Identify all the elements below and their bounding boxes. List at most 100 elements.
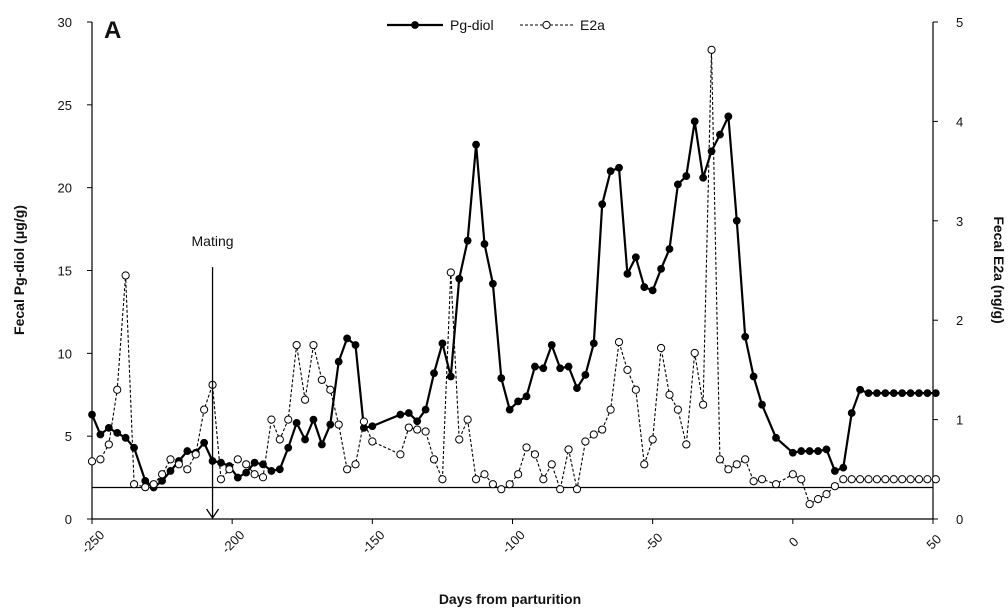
data-point xyxy=(749,372,758,381)
data-point xyxy=(130,443,138,452)
data-point xyxy=(183,447,192,455)
right-y-tick-labels: 0 1 2 3 4 5 xyxy=(933,15,963,527)
data-point xyxy=(413,425,422,434)
right-y-axis-title: Fecal E2a (ng/g) xyxy=(991,216,1007,323)
data-point xyxy=(267,415,276,424)
data-point xyxy=(309,340,318,350)
data-point xyxy=(673,180,682,189)
data-point xyxy=(113,385,122,394)
data-point xyxy=(615,163,623,172)
data-point xyxy=(242,468,251,477)
data-point xyxy=(301,435,309,444)
series-line xyxy=(91,49,936,505)
data-point xyxy=(334,420,343,429)
x-tick-label: -100 xyxy=(499,527,528,556)
left-y-tick-label: 25 xyxy=(58,98,72,113)
x-tick-label: -50 xyxy=(642,530,666,554)
data-point xyxy=(88,410,96,419)
data-point xyxy=(640,460,649,469)
data-point xyxy=(446,372,455,381)
data-point xyxy=(673,405,682,414)
data-point xyxy=(573,384,581,393)
data-point xyxy=(233,473,242,482)
data-point xyxy=(822,490,831,499)
data-point xyxy=(814,447,822,455)
data-point xyxy=(856,475,865,484)
x-tick-label: -200 xyxy=(218,527,247,556)
data-point xyxy=(300,395,310,404)
legend-item: Pg-diol xyxy=(387,17,494,33)
data-point xyxy=(404,409,413,417)
data-point xyxy=(665,390,674,399)
data-point xyxy=(530,450,540,459)
data-point xyxy=(351,460,360,469)
data-point xyxy=(430,369,438,378)
data-point xyxy=(749,477,758,486)
x-tick-label: 0 xyxy=(786,534,802,550)
data-point xyxy=(96,430,105,439)
data-point xyxy=(732,216,741,225)
right-y-tick-label: 3 xyxy=(956,214,963,229)
data-point xyxy=(359,417,369,426)
data-point xyxy=(914,475,924,484)
series-group xyxy=(87,45,940,509)
data-point xyxy=(514,397,523,406)
data-point xyxy=(581,437,590,446)
data-point xyxy=(505,480,514,489)
data-point xyxy=(258,473,268,482)
right-y-tick-label: 1 xyxy=(956,413,963,428)
data-point xyxy=(539,475,548,484)
data-point xyxy=(598,425,607,434)
data-point xyxy=(556,485,565,494)
data-point xyxy=(317,440,326,449)
data-point xyxy=(368,437,377,446)
data-point xyxy=(648,286,657,295)
data-point xyxy=(881,475,890,484)
data-point xyxy=(606,405,615,414)
data-point xyxy=(157,470,167,479)
data-point xyxy=(864,475,873,484)
data-point xyxy=(657,264,665,273)
data-point xyxy=(200,405,209,414)
data-point xyxy=(771,480,781,489)
data-point xyxy=(429,455,439,464)
data-point xyxy=(931,475,940,484)
data-point xyxy=(813,495,823,504)
data-point xyxy=(326,385,335,394)
left-y-axis-title: Fecal Pg-diol (μg/g) xyxy=(11,205,27,335)
data-point xyxy=(472,140,480,149)
data-point xyxy=(847,475,856,484)
data-point xyxy=(455,435,464,444)
data-point xyxy=(334,357,343,366)
data-point xyxy=(497,374,506,383)
data-point xyxy=(87,457,97,466)
data-point xyxy=(805,447,814,455)
data-point xyxy=(690,117,699,126)
right-y-tick-label: 5 xyxy=(956,15,963,30)
data-point xyxy=(923,475,932,484)
data-point xyxy=(741,455,750,464)
annotation: Mating xyxy=(192,233,234,520)
data-point xyxy=(741,332,750,341)
data-point xyxy=(522,392,531,401)
data-point xyxy=(839,475,848,484)
panel-label: A xyxy=(104,17,121,44)
x-tick-labels: -250 -200 -150 -100 -50 0 50 xyxy=(78,519,944,556)
data-point xyxy=(531,362,539,371)
data-point xyxy=(715,455,725,464)
data-point xyxy=(396,410,405,419)
data-point xyxy=(438,339,447,348)
data-point xyxy=(898,475,907,484)
data-point xyxy=(113,428,122,437)
data-point xyxy=(873,389,881,397)
data-point xyxy=(343,465,352,474)
data-point xyxy=(216,475,226,484)
data-point xyxy=(847,409,856,417)
data-point xyxy=(200,438,209,447)
data-point xyxy=(640,283,649,291)
legend-swatch-marker xyxy=(411,21,419,29)
data-point xyxy=(797,447,806,455)
data-point xyxy=(292,419,301,427)
data-point xyxy=(788,448,797,457)
data-point xyxy=(284,415,293,424)
